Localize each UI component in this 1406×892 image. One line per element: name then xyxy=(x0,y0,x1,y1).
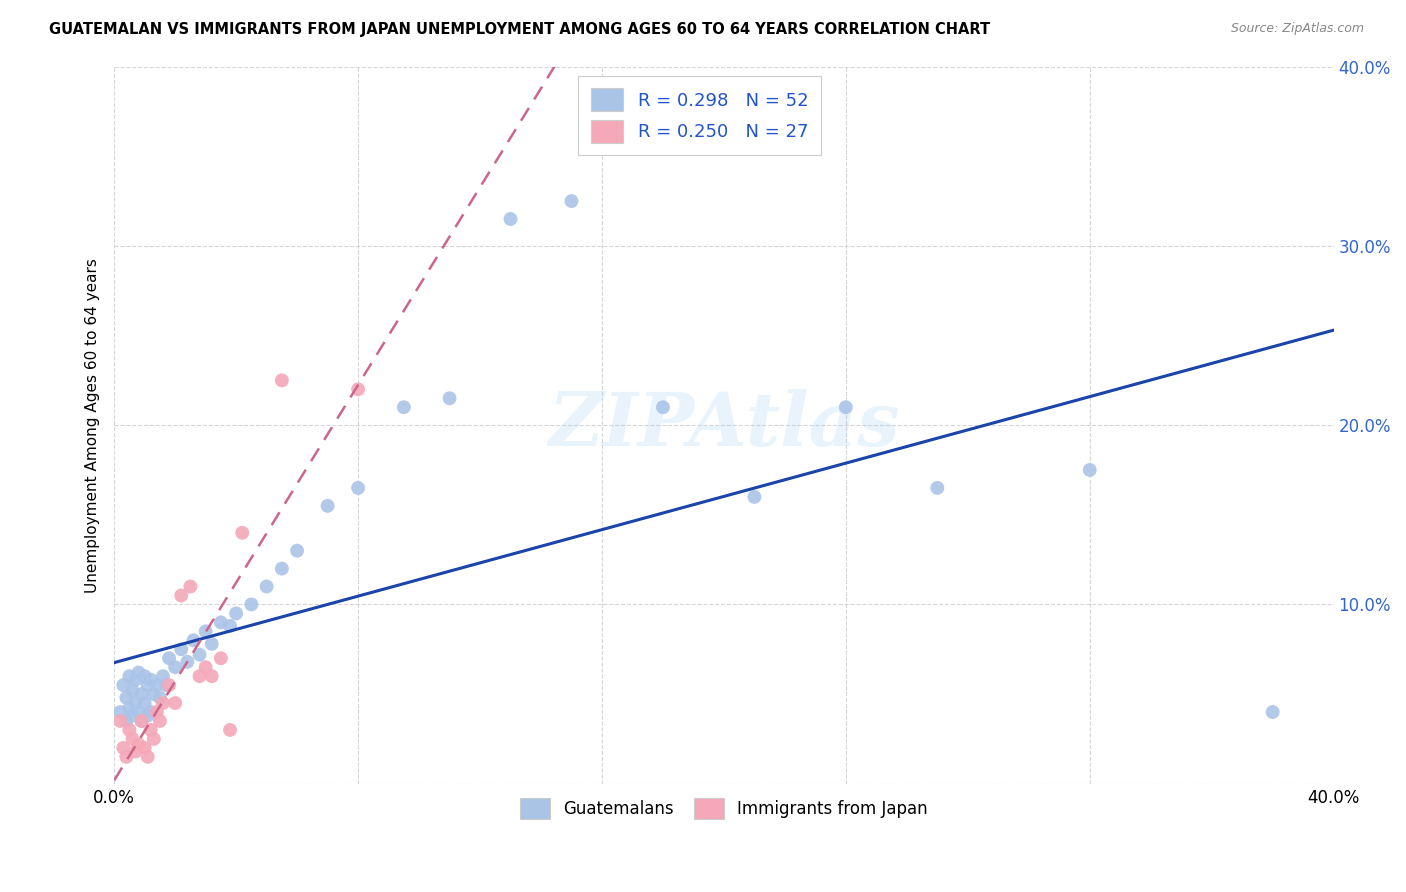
Point xyxy=(392,401,415,415)
Point xyxy=(139,673,162,687)
Point xyxy=(139,705,162,719)
Point xyxy=(194,660,217,674)
Point xyxy=(170,642,193,657)
Point xyxy=(270,561,292,575)
Point xyxy=(121,731,143,746)
Point xyxy=(155,678,177,692)
Point xyxy=(219,619,242,633)
Point xyxy=(131,714,153,728)
Point xyxy=(115,690,138,705)
Point xyxy=(149,714,172,728)
Point xyxy=(927,481,949,495)
Point xyxy=(128,665,150,680)
Point xyxy=(121,708,143,723)
Point xyxy=(316,499,339,513)
Point xyxy=(142,687,165,701)
Point xyxy=(285,543,308,558)
Y-axis label: Unemployment Among Ages 60 to 64 years: Unemployment Among Ages 60 to 64 years xyxy=(86,258,100,592)
Point xyxy=(201,669,224,683)
Point xyxy=(219,723,242,737)
Point xyxy=(134,696,156,710)
Text: GUATEMALAN VS IMMIGRANTS FROM JAPAN UNEMPLOYMENT AMONG AGES 60 TO 64 YEARS CORRE: GUATEMALAN VS IMMIGRANTS FROM JAPAN UNEM… xyxy=(49,22,990,37)
Point xyxy=(347,382,370,396)
Point xyxy=(121,683,143,698)
Point xyxy=(835,401,858,415)
Text: ZIPAtlas: ZIPAtlas xyxy=(548,389,900,461)
Point xyxy=(134,669,156,683)
Point xyxy=(139,723,162,737)
Point xyxy=(118,669,141,683)
Point xyxy=(176,655,198,669)
Point xyxy=(136,678,159,692)
Point xyxy=(136,708,159,723)
Point xyxy=(183,633,205,648)
Point xyxy=(165,660,187,674)
Point xyxy=(347,481,370,495)
Legend: Guatemalans, Immigrants from Japan: Guatemalans, Immigrants from Japan xyxy=(513,791,935,826)
Point xyxy=(128,705,150,719)
Point xyxy=(188,648,211,662)
Point xyxy=(439,391,461,405)
Point xyxy=(1078,463,1101,477)
Point xyxy=(240,598,263,612)
Point xyxy=(112,678,135,692)
Point xyxy=(209,651,232,665)
Point xyxy=(201,637,224,651)
Point xyxy=(146,678,169,692)
Point xyxy=(136,749,159,764)
Point xyxy=(194,624,217,639)
Point xyxy=(744,490,766,504)
Point xyxy=(118,701,141,715)
Point xyxy=(146,705,169,719)
Point xyxy=(231,525,253,540)
Point xyxy=(128,737,150,751)
Point xyxy=(134,740,156,755)
Point xyxy=(560,194,582,208)
Point xyxy=(152,669,174,683)
Point xyxy=(188,669,211,683)
Point xyxy=(124,744,146,758)
Point xyxy=(110,705,132,719)
Point xyxy=(270,373,292,387)
Point xyxy=(149,690,172,705)
Point xyxy=(115,714,138,728)
Point xyxy=(1261,705,1284,719)
Point xyxy=(209,615,232,630)
Point xyxy=(225,607,247,621)
Point xyxy=(652,401,675,415)
Point xyxy=(124,696,146,710)
Point xyxy=(165,696,187,710)
Text: Source: ZipAtlas.com: Source: ZipAtlas.com xyxy=(1230,22,1364,36)
Point xyxy=(118,723,141,737)
Point xyxy=(142,731,165,746)
Point xyxy=(131,687,153,701)
Point xyxy=(112,740,135,755)
Point xyxy=(170,589,193,603)
Point xyxy=(256,580,278,594)
Point xyxy=(499,212,522,227)
Point xyxy=(131,714,153,728)
Point xyxy=(124,673,146,687)
Point xyxy=(115,749,138,764)
Point xyxy=(110,714,132,728)
Point xyxy=(157,678,180,692)
Point xyxy=(179,580,201,594)
Point xyxy=(152,696,174,710)
Point xyxy=(157,651,180,665)
